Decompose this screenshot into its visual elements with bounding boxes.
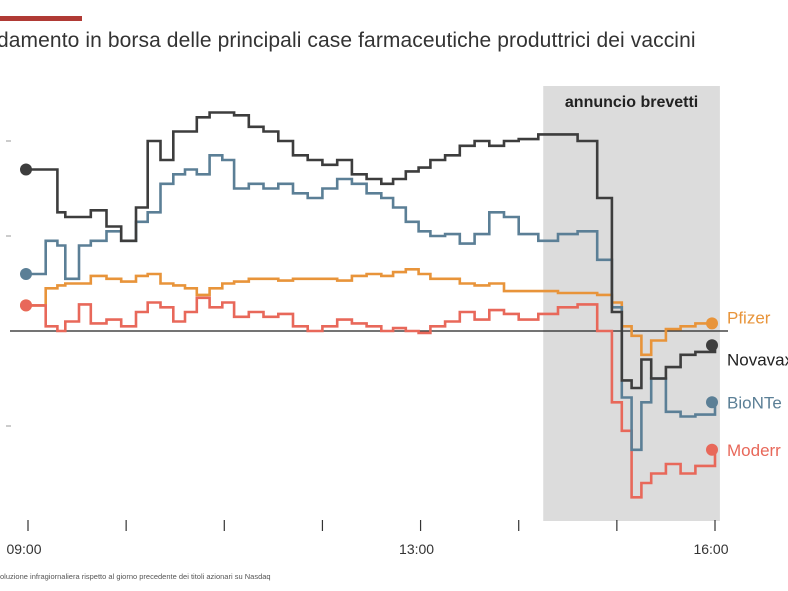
x-tick-label-0: 09:00 [6,541,41,557]
series-label-pfizer: Pfizer [727,308,771,327]
end-marker-moderna [706,443,718,456]
end-marker-pfizer [706,317,718,330]
x-tick-label-2: 16:00 [693,541,728,557]
series-label-novavax: Novavax [727,350,788,369]
end-marker-novavax [706,339,718,352]
x-tick-label-1: 13:00 [399,541,434,557]
end-marker-biontech [706,396,718,409]
start-marker-novavax [20,163,32,176]
series-label-moderna: Moderr [727,441,781,460]
footnote: oluzione infragiornaliera rispetto al gi… [0,572,271,581]
series-label-biontech: BioNTe [727,393,782,412]
start-marker-moderna [20,299,32,312]
chart-title: damento in borsa delle principali case f… [0,29,696,52]
accent-bar [0,16,82,21]
annotation-label: annuncio brevetti [565,94,698,111]
start-marker-biontech [20,268,32,280]
series-line-novavax [28,111,717,390]
series-line-moderna [28,296,717,499]
series-line-pfizer [28,268,715,357]
